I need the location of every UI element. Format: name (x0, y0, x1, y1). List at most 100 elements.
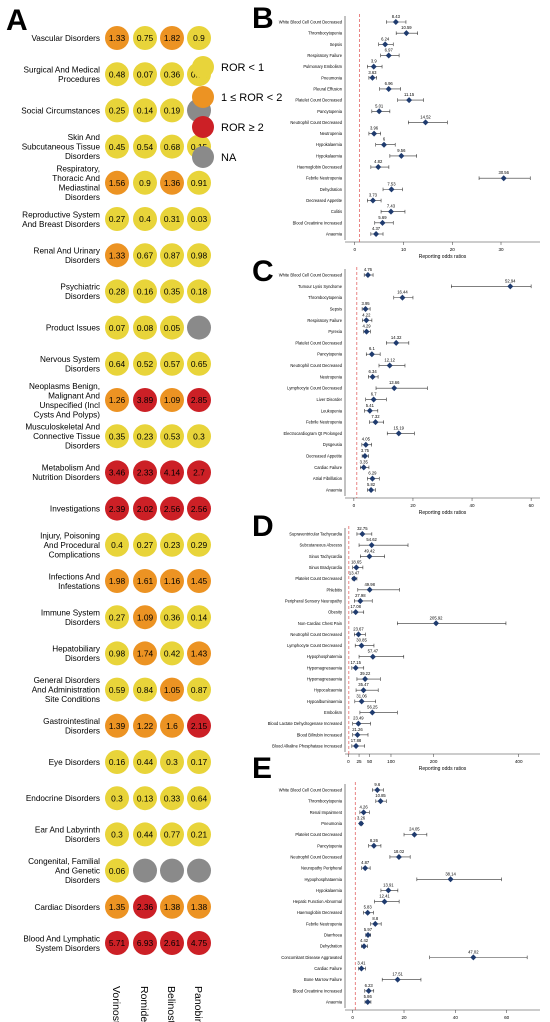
heatmap-cell (187, 641, 211, 666)
forest-row-label: Peripheral Sensory Neuropathy (285, 598, 343, 603)
forest-row-label: Renal Impairment (310, 810, 343, 815)
heatmap-cell (105, 786, 129, 811)
heatmap-cell (105, 677, 129, 702)
x-axis-label: Reporting odds ratios (419, 766, 467, 772)
heatmap-row-label: Investigations (50, 505, 100, 514)
heatmap-cell (187, 677, 211, 702)
heatmap-panel: Vascular Disorders 1.33 0.75 1.82 0.9 Surgica… (21, 26, 211, 1022)
forest-row-label: Electrocardiogram Qt Prolonged (284, 431, 343, 436)
forest-row-label: Neutropenia (320, 374, 343, 379)
heatmap-cell-value: 0.4 (111, 540, 123, 550)
heatmap-cell-value: 2.02 (137, 504, 154, 514)
ror-diamond (358, 965, 365, 972)
heatmap-cell (160, 98, 184, 123)
heatmap-cell (160, 496, 184, 521)
ror-value-label: 6.24 (381, 36, 390, 41)
forest-row-label: Decreased Appetite (306, 198, 342, 203)
ror-diamond (398, 152, 405, 159)
forest-row-label: Neutrophil Count Decreased (290, 632, 342, 637)
ror-value-label: 4.37 (372, 226, 381, 231)
ror-diamond (355, 631, 362, 638)
heatmap-cell-value: 0.3 (111, 793, 123, 803)
heatmap-cell-value: 1.56 (109, 178, 126, 188)
heatmap-cell (187, 315, 211, 340)
ror-diamond (369, 197, 376, 204)
ror-diamond (352, 664, 359, 671)
heatmap-cell (160, 170, 184, 195)
forest-row-label: Pancytopenia (317, 843, 343, 848)
heatmap-cell-value: 2.56 (164, 504, 181, 514)
heatmap-row-label: Renal And Urinary Disorders (34, 246, 101, 265)
x-axis-label: Reporting odds ratios (419, 510, 467, 516)
x-tick-label: 40 (453, 1015, 459, 1020)
legend-swatch (192, 56, 214, 78)
heatmap-cell-value: 0.36 (164, 69, 181, 79)
heatmap-cell-value: 1.33 (109, 33, 126, 43)
heatmap-cell (160, 388, 184, 412)
ror-diamond (387, 208, 394, 215)
forest-row-label: Platelet Count Decreased (295, 576, 342, 581)
ror-diamond (372, 419, 379, 426)
forest-row-label: Neutrophil Count Decreased (290, 854, 342, 859)
heatmap-cell (105, 424, 129, 449)
ror-value-label: 56.25 (367, 705, 378, 710)
forest-row-label: Dehydration (320, 187, 343, 192)
heatmap-cell-value: 2.56 (191, 504, 208, 514)
heatmap-cell (133, 822, 157, 847)
ror-value-label: 5.41 (366, 403, 375, 408)
ror-value-label: 16.44 (397, 290, 408, 295)
heatmap-cell (105, 207, 129, 231)
heatmap-cell (105, 713, 129, 738)
heatmap-cell (187, 931, 211, 955)
forest-row-label: Anaemia (326, 232, 343, 237)
heatmap-column-label: Belinostat (165, 986, 177, 1022)
ror-diamond (358, 642, 365, 649)
heatmap-cell (133, 26, 157, 50)
forest-row-label: Lymphocyte Count Decreased (287, 643, 343, 648)
heatmap-cell-value: 0.42 (164, 649, 181, 659)
heatmap-cell (133, 134, 157, 159)
heatmap-cell (160, 532, 184, 557)
ror-diamond (361, 943, 368, 950)
ror-value-label: 18.65 (351, 559, 362, 564)
ror-diamond (373, 231, 380, 237)
heatmap-cell-value: 0.77 (164, 830, 181, 840)
ror-value-label: 3.41 (357, 961, 366, 966)
heatmap-row-label: Hepatobiliary Disorders (52, 645, 101, 664)
forest-row-label: Subcutaneous Abscess (299, 543, 342, 548)
heatmap-cell-value: 2.85 (191, 395, 208, 405)
ror-diamond (363, 317, 370, 324)
heatmap-cell (133, 170, 157, 195)
heatmap-cell-value: 0.23 (164, 540, 181, 550)
heatmap-cell (133, 496, 157, 521)
ror-diamond (359, 531, 366, 537)
heatmap-cell (133, 243, 157, 268)
heatmap-cell-value: 0.14 (137, 106, 154, 116)
x-tick-label: 0 (347, 759, 350, 764)
forest-row-label: Sinus Bradycardia (309, 565, 343, 570)
x-tick-label: 20 (450, 247, 456, 252)
forest-plot-b: 0 10 20 30 Reporting odds ratios White Blood … (279, 14, 540, 260)
ror-diamond (370, 396, 377, 403)
forest-row-label: Platelet Count Decreased (295, 98, 342, 103)
heatmap-cell (187, 713, 211, 738)
ror-value-label: 4.22 (362, 312, 371, 317)
heatmap-cell-value: 0.44 (137, 830, 154, 840)
ror-value-label: 15.19 (394, 425, 405, 430)
ror-diamond (379, 219, 386, 226)
ror-value-label: 6.1 (369, 346, 375, 351)
heatmap-cell-value: 1.39 (109, 721, 126, 731)
forest-row-label: White Blood Cell Count Decreased (279, 273, 343, 278)
heatmap-cell (133, 98, 157, 123)
x-tick-label: 25 (356, 759, 362, 764)
forest-row-label: White Blood Cell Count Decreased (279, 20, 343, 25)
heatmap-cell (187, 569, 211, 593)
heatmap-cell (133, 641, 157, 666)
heatmap-cell-value: 0.31 (164, 214, 181, 224)
forest-row-label: Thrombocytopenia (308, 31, 343, 36)
heatmap-cell-value: 0.07 (109, 323, 126, 333)
x-tick-label: 200 (430, 759, 438, 764)
heatmap-cell (105, 388, 129, 412)
forest-row-label: Hypokalaemia (316, 153, 343, 158)
heatmap-cell (133, 207, 157, 231)
